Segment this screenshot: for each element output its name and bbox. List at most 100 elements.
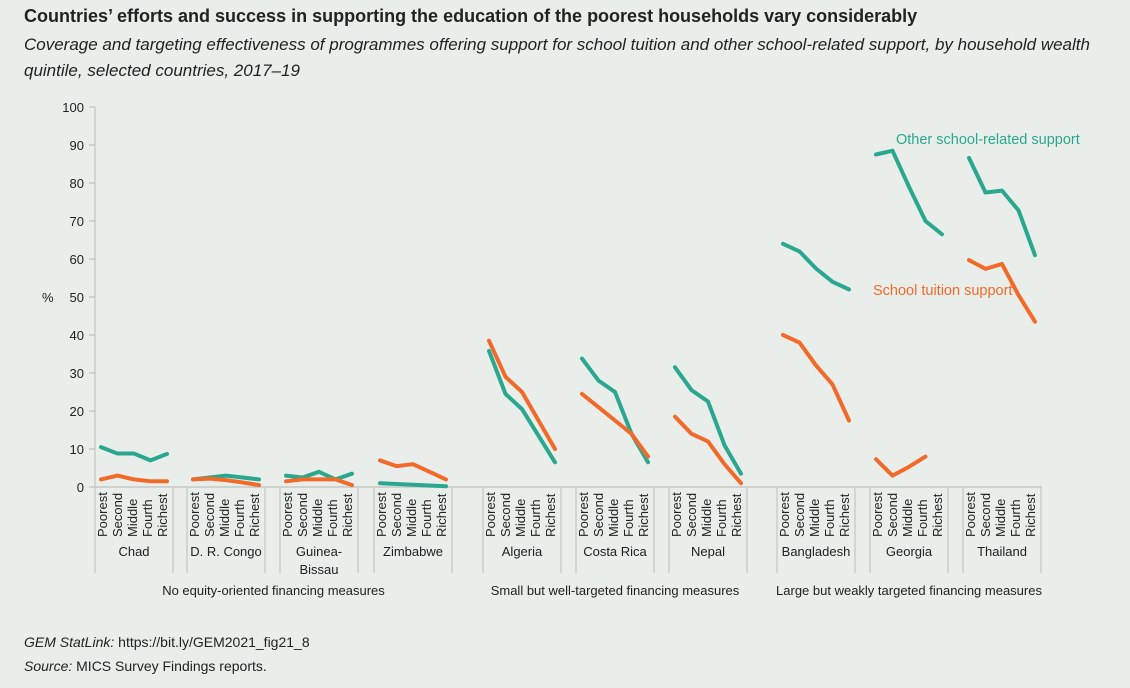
quintile-label: Second (295, 493, 310, 537)
quintile-label: Richest (1023, 493, 1038, 537)
tuition-line-guinea-bissau (284, 477, 354, 488)
y-tick-label: 20 (70, 404, 84, 419)
quintile-label: Middle (606, 499, 621, 537)
y-tick-label: 100 (62, 100, 84, 115)
country-label: D. R. Congo (190, 544, 262, 559)
quintile-label: Second (591, 493, 606, 537)
quintile-label: Richest (636, 493, 651, 537)
quintile-label: Middle (699, 499, 714, 537)
y-tick-label: 70 (70, 214, 84, 229)
quintile-label: Fourth (528, 499, 543, 537)
quintile-label: Richest (155, 493, 170, 537)
quintile-label: Richest (340, 493, 355, 537)
country-label: Algeria (502, 544, 543, 559)
quintile-label: Richest (930, 493, 945, 537)
quintile-label: Fourth (325, 499, 340, 537)
other-line-bangladesh (781, 241, 851, 292)
quintile-label: Second (978, 493, 993, 537)
y-tick-label: 90 (70, 138, 84, 153)
country-label: Zimbabwe (383, 544, 443, 559)
quintile-label: Second (885, 493, 900, 537)
tuition-line-nepal (673, 414, 743, 486)
quintile-label: Second (202, 493, 217, 537)
quintile-label: Richest (729, 493, 744, 537)
other-line-chad (99, 445, 169, 463)
y-axis-label: % (42, 290, 54, 305)
quintile-label: Fourth (1008, 499, 1023, 537)
other-line-costa-rica (580, 356, 650, 465)
quintile-label: Fourth (714, 499, 729, 537)
tuition-line-thailand (967, 258, 1037, 324)
quintile-label: Second (792, 493, 807, 537)
quintile-label: Fourth (915, 499, 930, 537)
quintile-label: Poorest (963, 492, 978, 537)
chart-subtitle: Coverage and targeting effectiveness of … (24, 35, 1090, 80)
quintile-label: Poorest (483, 492, 498, 537)
other-line-thailand (967, 155, 1037, 258)
quintile-label: Poorest (777, 492, 792, 537)
quintile-label: Fourth (232, 499, 247, 537)
quintile-label: Poorest (187, 492, 202, 537)
quintile-label: Poorest (374, 492, 389, 537)
other-line-guinea-bissau (284, 469, 354, 482)
quintile-label: Second (498, 493, 513, 537)
quintile-label: Fourth (140, 499, 155, 537)
statlink-url[interactable]: https://bit.ly/GEM2021_fig21_8 (118, 634, 310, 650)
quintile-label: Middle (900, 499, 915, 537)
quintile-label: Fourth (621, 499, 636, 537)
country-label: Guinea- (296, 544, 342, 559)
source-text: MICS Survey Findings reports. (76, 658, 267, 674)
quintile-label: Second (110, 493, 125, 537)
quintile-label: Middle (125, 499, 140, 537)
statlink-label: GEM StatLink: (24, 634, 115, 650)
country-label: Bangladesh (782, 544, 851, 559)
y-tick-label: 80 (70, 176, 84, 191)
y-tick-label: 0 (77, 480, 84, 495)
y-tick-label: 30 (70, 366, 84, 381)
chart-title: Countries’ efforts and success in suppor… (24, 6, 918, 26)
group-label: No equity-oriented financing measures (162, 583, 385, 598)
y-tick-label: 10 (70, 442, 84, 457)
tuition-line-algeria (487, 338, 557, 451)
quintile-label: Poorest (576, 492, 591, 537)
tuition-line-chad (99, 473, 169, 484)
tuition-line-zimbabwe (378, 458, 448, 482)
quintile-label: Richest (837, 493, 852, 537)
tuition-line-costa-rica (580, 391, 650, 459)
quintile-label: Middle (993, 499, 1008, 537)
y-tick-label: 60 (70, 252, 84, 267)
quintile-label: Poorest (280, 492, 295, 537)
y-tick-label: 50 (70, 290, 84, 305)
quintile-label: Second (684, 493, 699, 537)
other-line-algeria (487, 348, 557, 465)
quintile-label: Middle (404, 499, 419, 537)
other-line-georgia (874, 148, 944, 237)
country-label: Costa Rica (583, 544, 647, 559)
legend-tuition: School tuition support (873, 283, 1012, 299)
country-label: Bissau (299, 562, 338, 577)
tuition-line-d-r-congo (191, 476, 261, 488)
country-label: Nepal (691, 544, 725, 559)
quintile-label: Richest (434, 493, 449, 537)
quintile-label: Middle (217, 499, 232, 537)
quintile-label: Middle (310, 499, 325, 537)
quintile-label: Poorest (669, 492, 684, 537)
other-line-zimbabwe (378, 481, 448, 489)
other-line-nepal (673, 365, 743, 476)
quintile-label: Fourth (822, 499, 837, 537)
source-label: Source: (24, 658, 73, 674)
quintile-label: Second (389, 493, 404, 537)
country-label: Thailand (977, 544, 1027, 559)
country-label: Chad (118, 544, 149, 559)
group-label: Large but weakly targeted financing meas… (776, 583, 1042, 598)
quintile-label: Poorest (95, 492, 110, 537)
country-label: Georgia (886, 544, 933, 559)
quintile-label: Middle (513, 499, 528, 537)
quintile-label: Poorest (870, 492, 885, 537)
group-label: Small but well-targeted financing measur… (491, 583, 740, 598)
legend-other: Other school-related support (896, 132, 1080, 148)
y-tick-label: 40 (70, 328, 84, 343)
quintile-label: Middle (807, 499, 822, 537)
statlink: GEM StatLink: https://bit.ly/GEM2021_fig… (24, 634, 310, 650)
